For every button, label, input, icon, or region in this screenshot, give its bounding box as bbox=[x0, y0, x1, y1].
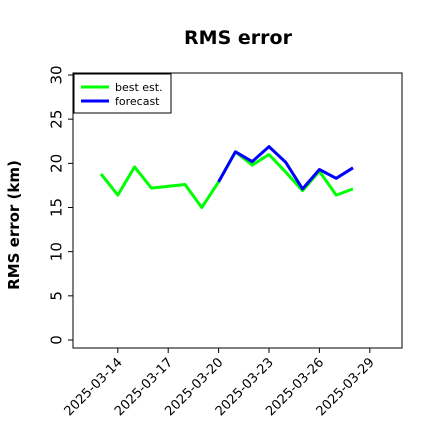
y-axis-label: RMS error (km) bbox=[5, 160, 23, 290]
y-axis: 0 5 10 15 20 25 30 bbox=[47, 65, 73, 345]
plot-frame bbox=[72, 72, 403, 349]
plot-series bbox=[99, 145, 354, 209]
legend-label-forecast: forecast bbox=[115, 95, 160, 108]
series-line-forecast bbox=[217, 145, 354, 191]
y-tick-label: 30 bbox=[47, 65, 65, 84]
y-tick-label: 10 bbox=[47, 242, 65, 261]
y-tick-label: 15 bbox=[47, 198, 65, 217]
chart-title: RMS error bbox=[184, 27, 293, 49]
legend: best est. forecast bbox=[73, 73, 172, 114]
y-tick-label: 0 bbox=[47, 335, 65, 345]
legend-label-best-est: best est. bbox=[115, 81, 163, 94]
y-tick-label: 5 bbox=[47, 291, 65, 301]
y-tick-label: 20 bbox=[47, 154, 65, 173]
legend-box bbox=[73, 73, 172, 114]
y-tick-label: 25 bbox=[47, 110, 65, 129]
